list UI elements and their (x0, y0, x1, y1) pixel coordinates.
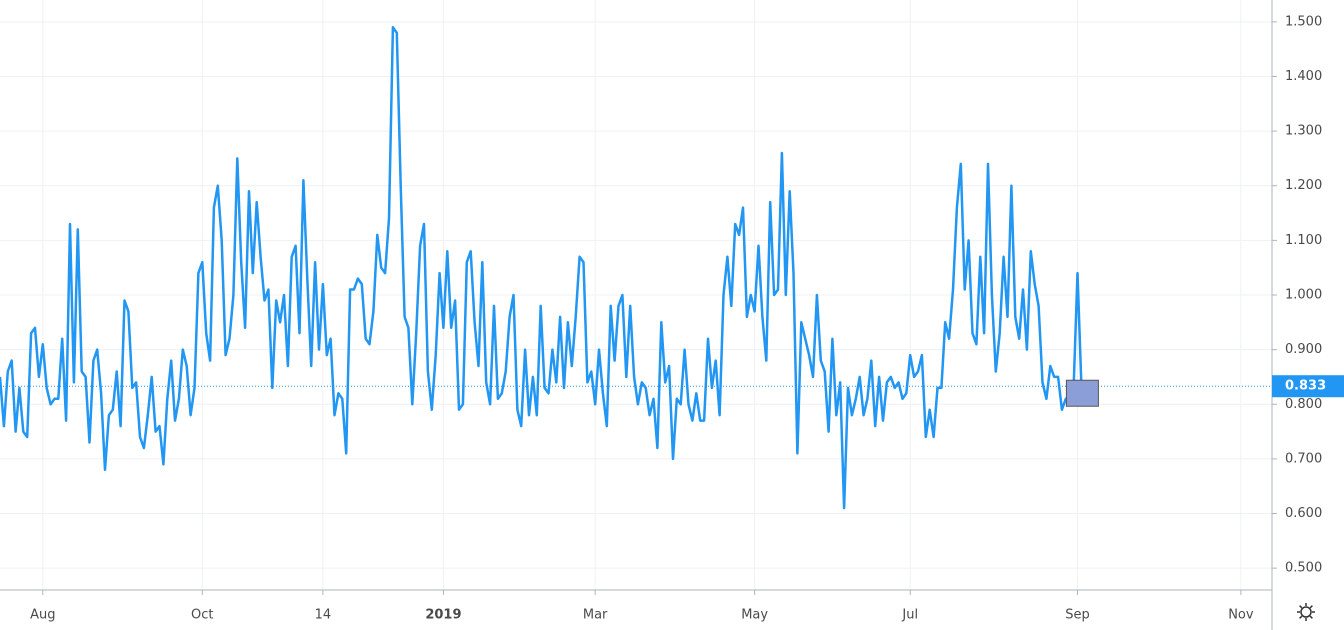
y-tick-label: 1.400 (1285, 69, 1322, 84)
settings-icon[interactable] (1297, 603, 1315, 621)
x-tick-label: Oct (191, 608, 213, 623)
x-tick-label: 14 (315, 608, 332, 623)
x-tick-label: Mar (583, 608, 608, 623)
last-price-badge (1272, 375, 1344, 398)
y-tick-label: 0.700 (1285, 451, 1322, 466)
y-tick-label: 1.300 (1285, 124, 1322, 139)
y-tick-label: 0.900 (1285, 342, 1322, 357)
x-tick-label: Sep (1065, 608, 1090, 623)
y-tick-label: 0.500 (1285, 561, 1322, 576)
y-tick-label: 1.200 (1285, 178, 1322, 193)
y-tick-label: 1.100 (1285, 233, 1322, 248)
y-tick-label: 0.800 (1285, 397, 1322, 412)
x-tick-label: Jul (901, 608, 918, 623)
y-tick-label: 1.500 (1285, 14, 1322, 29)
x-tick-label: Nov (1228, 608, 1254, 623)
position-box (1065, 379, 1099, 407)
x-tick-label: May (741, 608, 768, 623)
last-price-label: 0.833 (1285, 379, 1326, 394)
x-tick-label: Aug (30, 608, 55, 623)
x-tick-label: 2019 (425, 608, 461, 623)
y-tick-label: 1.000 (1285, 288, 1322, 303)
price-line (0, 26, 1083, 510)
y-tick-label: 0.600 (1285, 506, 1322, 521)
